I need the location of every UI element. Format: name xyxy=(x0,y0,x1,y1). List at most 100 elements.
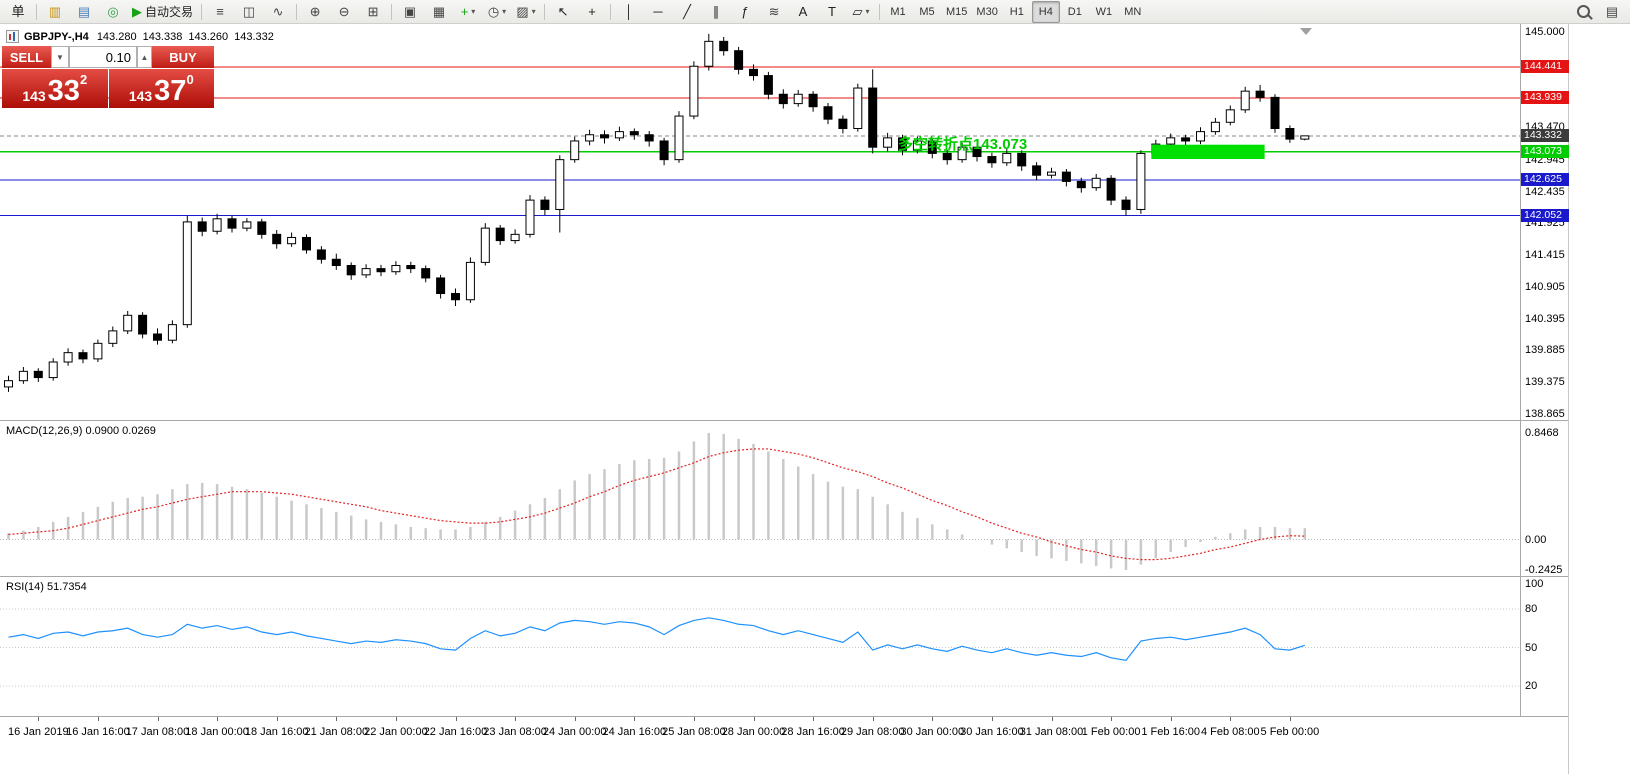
windows-list-button[interactable]: ▤ xyxy=(1598,1,1626,23)
tile-windows-button[interactable]: ⊞ xyxy=(359,1,387,23)
timeframe-h4-button-label: H4 xyxy=(1038,5,1053,18)
lot-increase-button[interactable]: ▲ xyxy=(137,46,152,68)
candle-body xyxy=(1047,171,1056,176)
shapes-button[interactable]: ▱ ▾ xyxy=(847,1,875,23)
time-label: 1 Feb 00:00 xyxy=(1081,726,1141,738)
candle-body xyxy=(808,93,818,108)
time-label: 16 Jan 16:00 xyxy=(66,726,130,738)
price-tick-label: 138.865 xyxy=(1525,408,1565,420)
annotation-text[interactable]: 多空转折点143.073 xyxy=(898,135,1027,153)
time-axis[interactable]: 16 Jan 2019 16 Jan 16:00 17 Jan 08:00 18 Ja… xyxy=(0,716,1568,774)
panel-separator[interactable] xyxy=(0,420,1568,421)
new-order-button[interactable]: 单 xyxy=(4,1,32,23)
candle-body xyxy=(838,118,848,130)
candle-body xyxy=(287,236,297,245)
lot-size-input[interactable] xyxy=(69,46,137,68)
main-price-chart[interactable]: 多空转折点143.073 xyxy=(0,24,1520,420)
open-value: 143.280 xyxy=(96,30,137,43)
arrange-windows-button[interactable]: ▦ xyxy=(425,1,453,23)
candle-body xyxy=(987,156,997,164)
new-chart-button[interactable]: ▥ xyxy=(41,1,69,23)
bar-chart-button[interactable]: ≡ xyxy=(206,1,234,23)
buy-price-prefix: 143 xyxy=(128,88,153,104)
timeframe-w1-button[interactable]: W1 xyxy=(1090,1,1118,23)
time-tick xyxy=(38,717,40,721)
templates-button[interactable]: ▨ ▾ xyxy=(512,1,540,23)
candle-body xyxy=(644,134,654,142)
trade-panel-header-row: SELL ▼ ▲ BUY xyxy=(2,46,214,68)
timeframe-m1-button[interactable]: M1 xyxy=(884,1,912,23)
indicators-icon: + xyxy=(460,3,469,19)
search-icon xyxy=(1576,5,1590,18)
timeframe-h1-button[interactable]: H1 xyxy=(1003,1,1031,23)
trade-options-dropdown[interactable]: ▼ xyxy=(51,46,69,68)
line-chart-button[interactable]: ∿ xyxy=(264,1,292,23)
text-button[interactable]: A xyxy=(789,1,817,23)
timeframe-mn-button[interactable]: MN xyxy=(1119,1,1147,23)
dropdown-arrow-icon: ▾ xyxy=(471,7,476,16)
profiles-icon: ▤ xyxy=(77,3,91,19)
channel-button[interactable]: ∥ xyxy=(702,1,730,23)
highlight-zone[interactable] xyxy=(1151,144,1265,160)
level-price-label: 144.441 xyxy=(1521,59,1569,73)
timeframe-m5-button[interactable]: M5 xyxy=(913,1,941,23)
zoom-in-button[interactable]: ⊕ xyxy=(301,1,329,23)
candle-body xyxy=(883,137,893,148)
refresh-button[interactable]: ◎ xyxy=(99,1,127,23)
autotrading-button[interactable]: ▶ 自动交易 xyxy=(128,1,197,23)
fibonacci-button[interactable]: ƒ xyxy=(731,1,759,23)
price-axis[interactable]: 145.000 143.470 142.945 142.435 141.925 141.4… xyxy=(1520,24,1630,774)
rsi-panel[interactable] xyxy=(0,577,1520,716)
timeframe-m15-button[interactable]: M15 xyxy=(942,1,971,23)
macd-signal-line xyxy=(8,448,1305,561)
cycle-lines-button[interactable]: ≋ xyxy=(760,1,788,23)
candle-body xyxy=(927,140,937,154)
panel-separator[interactable] xyxy=(0,576,1568,577)
candle-body xyxy=(659,140,669,161)
horizontal-line-button[interactable]: ─ xyxy=(644,1,672,23)
chart-shift-marker[interactable] xyxy=(1300,28,1312,35)
time-label: 18 Jan 16:00 xyxy=(244,726,309,738)
time-label: 22 Jan 16:00 xyxy=(423,726,488,738)
vertical-line-button[interactable]: │ xyxy=(615,1,643,23)
horizontal-line-icon: ─ xyxy=(653,3,663,19)
profiles-button[interactable]: ▤ xyxy=(70,1,98,23)
buy-price-button[interactable]: 143 37 0 xyxy=(108,69,214,108)
cursor-button[interactable]: ↖ xyxy=(549,1,577,23)
main-toolbar: 单 ▥ ▤ ◎ ▶ 自动交易 ≡ ◫ ∿ ⊕ ⊖ ⊞ ▣ ▦ + ▾ ◷ ▾ ▨ ▾ ↖ + │ ─ ╱ ∥ ƒ ≋ A T ▱ ▾ M1 M5 M… xyxy=(0,0,1630,24)
zoom-out-button[interactable]: ⊖ xyxy=(330,1,358,23)
chevron-up-icon: ▲ xyxy=(140,52,149,62)
candlestick-chart-button[interactable]: ◫ xyxy=(235,1,263,23)
crosshair-button[interactable]: + xyxy=(578,1,606,23)
candle-body xyxy=(316,249,326,260)
sell-button[interactable]: SELL xyxy=(2,46,51,68)
search-button[interactable] xyxy=(1569,1,1597,23)
candle-body xyxy=(302,236,311,251)
trendline-button[interactable]: ╱ xyxy=(673,1,701,23)
rsi-scale-label: 80 xyxy=(1525,602,1538,615)
quote-header: GBPJPY-,H4 143.280 143.338 143.260 143.3… xyxy=(6,30,280,43)
buy-button[interactable]: BUY xyxy=(152,46,214,68)
candle-body xyxy=(153,333,162,341)
candle-body xyxy=(451,293,460,301)
label-button[interactable]: T xyxy=(818,1,846,23)
timeframe-d1-button[interactable]: D1 xyxy=(1061,1,1089,23)
timeframe-m30-button[interactable]: M30 xyxy=(972,1,1001,23)
level-price-label: 142.625 xyxy=(1521,172,1569,186)
candle-body xyxy=(1121,199,1131,210)
cascade-windows-icon: ▣ xyxy=(403,3,417,19)
timeframe-h4-button[interactable]: H4 xyxy=(1031,0,1060,23)
rsi-scale-label: 100 xyxy=(1525,578,1544,590)
timeframe-m15-button-label: M15 xyxy=(946,5,968,18)
periods-button[interactable]: ◷ ▾ xyxy=(483,1,511,23)
cascade-windows-button[interactable]: ▣ xyxy=(396,1,424,23)
candle-body xyxy=(674,115,684,161)
time-label: 29 Jan 08:00 xyxy=(840,726,905,738)
indicators-button[interactable]: + ▾ xyxy=(454,1,482,23)
time-tick xyxy=(1230,717,1232,721)
rsi-label: RSI(14) 51.7354 xyxy=(6,581,87,593)
candle-body xyxy=(1196,131,1205,142)
time-tick xyxy=(813,717,815,721)
sell-price-button[interactable]: 143 33 2 xyxy=(2,69,108,108)
macd-panel[interactable] xyxy=(0,421,1520,576)
